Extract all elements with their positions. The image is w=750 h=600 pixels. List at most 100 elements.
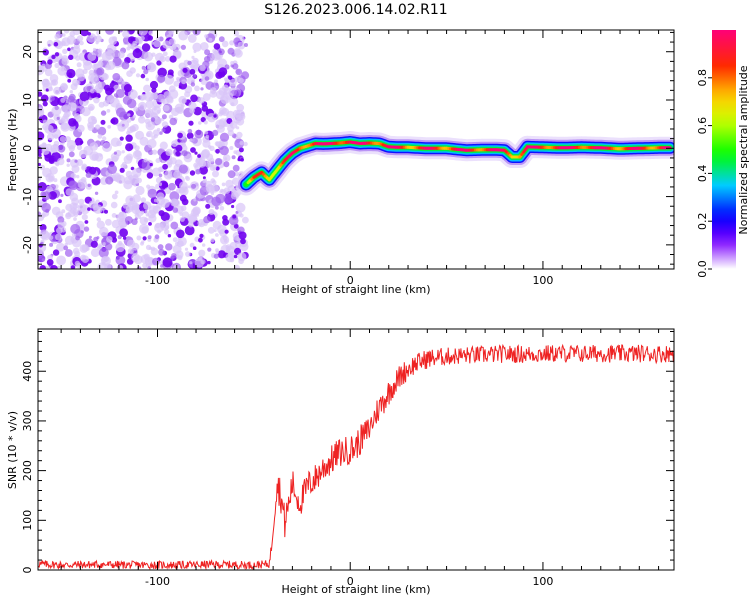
noise-speckle [119,119,130,129]
noise-speckle [50,144,59,153]
noise-speckle [70,207,77,214]
snr-series-line [38,343,674,570]
noise-speckle [101,73,109,81]
noise-speckle [238,77,244,84]
noise-speckle [52,249,60,256]
noise-speckle [127,200,138,211]
noise-speckle [190,82,196,87]
noise-speckle [181,150,188,157]
noise-speckle [122,30,130,38]
noise-speckle [200,117,206,123]
noise-speckle [108,36,118,45]
noise-speckle [143,84,151,93]
noise-speckle [115,255,126,266]
noise-speckle [91,116,96,121]
noise-speckle [215,233,219,237]
noise-speckle [166,158,173,166]
noise-speckle [161,114,167,120]
noise-speckle [188,101,197,111]
noise-speckle [142,263,148,269]
noise-speckle [178,30,189,41]
noise-speckle [152,129,160,137]
colorbar-gradient [712,30,736,269]
noise-speckle [45,78,49,82]
noise-speckle [229,40,235,46]
noise-speckle [202,93,211,101]
noise-speckle [238,231,247,240]
noise-speckle [235,202,246,213]
noise-speckle [55,233,62,241]
noise-speckle [204,130,209,135]
noise-speckle [143,69,149,75]
noise-speckle [72,46,81,55]
noise-speckle [76,144,83,151]
noise-speckle [230,61,235,65]
noise-speckle [127,98,137,109]
noise-speckle [57,221,65,230]
noise-speckle [193,162,199,168]
noise-speckle [236,131,243,139]
chart-title: S126.2023.006.14.02.R11 [264,2,447,18]
noise-speckle [177,132,183,139]
noise-speckle [145,77,149,82]
noise-speckle [154,234,160,239]
noise-speckle [89,106,94,111]
noise-speckle [144,118,151,125]
noise-speckle [175,144,183,152]
noise-speckle [97,126,107,136]
noise-speckle [229,121,238,129]
noise-speckle [66,140,76,150]
noise-speckle [192,30,201,36]
noise-speckle [131,218,138,225]
noise-speckle [157,67,167,78]
noise-speckle [68,118,77,127]
noise-speckle [144,209,148,214]
noise-speckle [119,225,124,230]
noise-speckle [146,172,154,179]
noise-speckle [158,36,164,42]
noise-speckle [228,75,233,80]
spectrogram-ytick-label: -10 [21,188,34,206]
noise-speckle [89,151,100,161]
noise-speckle [187,60,192,66]
noise-speckle [81,214,88,221]
spectrogram-frame [37,29,675,270]
noise-speckle [38,65,45,76]
noise-speckle [162,51,168,57]
noise-speckle [138,116,146,124]
noise-speckle [96,82,102,88]
noise-speckle [141,65,146,70]
noise-speckle [181,142,187,148]
noise-speckle [136,235,142,241]
colorbar-tick-label: 0.2 [696,212,709,230]
noise-speckle [159,141,168,150]
noise-speckle [96,220,106,229]
noise-speckle [224,157,228,161]
noise-speckle [143,158,148,163]
noise-speckle [199,233,204,238]
noise-speckle [147,62,156,71]
noise-speckle [193,106,202,116]
noise-speckle [222,84,229,92]
noise-speckle [207,247,212,252]
noise-speckle [67,78,72,83]
noise-speckle [73,217,77,221]
noise-speckle [92,47,97,52]
spectrogram-ytick-label: 20 [21,45,34,59]
noise-speckle [221,40,229,48]
noise-speckle [65,212,72,220]
noise-speckle [65,188,73,196]
noise-speckle [90,240,98,248]
noise-speckle [126,46,131,51]
noise-speckle [96,217,102,222]
noise-speckle [38,106,44,115]
noise-speckle [77,203,87,213]
noise-speckle [141,240,145,244]
noise-speckle [175,150,181,157]
noise-speckle [40,231,51,241]
noise-speckle [219,206,225,211]
noise-speckle [188,120,194,126]
noise-speckle [168,182,176,191]
noise-speckle [148,30,154,36]
